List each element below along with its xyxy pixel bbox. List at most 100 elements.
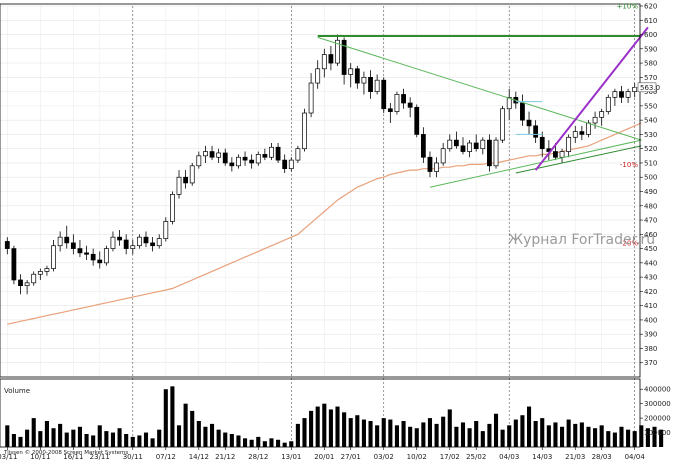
volume-bar (553, 422, 558, 447)
x-tick-label: 28/12 (248, 453, 268, 461)
candle (242, 151, 248, 166)
candle-body (586, 122, 591, 135)
volume-bar (104, 431, 109, 447)
candle (321, 48, 327, 78)
x-tick-label: 04/03 (499, 453, 519, 461)
candle (57, 231, 63, 252)
candle-body (51, 245, 56, 269)
volume-bar (64, 432, 69, 447)
x-tick-label: 17/02 (440, 453, 460, 461)
volume-bar (467, 428, 472, 447)
volume-bar (282, 442, 287, 447)
volume-bar (289, 441, 294, 447)
candle-body (189, 165, 195, 184)
candle-body (321, 54, 327, 70)
candle (605, 94, 611, 115)
volume-bar (480, 431, 485, 447)
candle (381, 77, 387, 114)
volume-bar (176, 425, 182, 447)
volume-bar (573, 423, 578, 447)
y-tick-label: 420 (644, 288, 657, 296)
volume-bar (460, 422, 466, 447)
candle-body (302, 112, 307, 150)
candle-body (473, 142, 479, 150)
volume-bar (639, 425, 644, 447)
candle-body (123, 239, 129, 249)
candle-body (222, 152, 228, 164)
candle (308, 73, 314, 118)
volume-bar (612, 432, 617, 447)
candle (328, 45, 334, 71)
candle (77, 240, 83, 258)
volume-bar (229, 434, 234, 447)
volume-bar (507, 425, 512, 447)
candle (493, 137, 499, 169)
volume-bar (44, 421, 49, 447)
candle-body (70, 242, 76, 249)
volume-bar (645, 428, 650, 447)
y-tick-label: 480 (644, 202, 657, 210)
candle-body (163, 221, 169, 239)
candle (295, 145, 301, 163)
price-panel-border (0, 3, 641, 378)
candle-body (374, 79, 380, 92)
candle (282, 154, 288, 173)
candle-body (599, 111, 605, 118)
candle-body (216, 152, 222, 158)
candle (354, 65, 360, 89)
candle-body (572, 131, 578, 138)
candle (539, 131, 545, 158)
candle-body (170, 194, 175, 222)
candle (434, 157, 439, 178)
x-tick-label: 03/11 (0, 453, 17, 461)
volume-bar (355, 415, 360, 447)
x-tick-label: 13/01 (281, 453, 301, 461)
volume-bar (414, 428, 419, 447)
y-tick-label: 440 (644, 259, 657, 267)
x-tick-label: 25/02 (466, 453, 486, 461)
candle (262, 148, 268, 161)
candle (533, 120, 539, 143)
y-tick-label: 610 (644, 17, 657, 25)
y-tick-label: 560 (644, 88, 657, 96)
candle-body (427, 156, 433, 172)
candle (566, 134, 572, 158)
candle-body (209, 151, 215, 158)
annotations: Журнал ForTrader.ru Volume Tijssen © 200… (3, 232, 655, 456)
y-tick-label: 430 (644, 274, 657, 282)
purple-trend-line (534, 26, 649, 171)
candle-body (308, 82, 314, 114)
volume-bar (394, 425, 399, 447)
volume-bar (401, 421, 406, 447)
volume-bar (408, 426, 413, 447)
y-tick-label: 530 (644, 131, 657, 139)
volume-bar (546, 425, 551, 447)
candle (480, 137, 486, 155)
candle (255, 151, 261, 166)
candle (335, 34, 340, 66)
volume-bar (84, 434, 89, 447)
volume-bar (249, 439, 254, 447)
trend-lines-layer (317, 26, 649, 188)
candle (123, 234, 129, 255)
volume-bar (513, 419, 518, 447)
candle-body (315, 68, 321, 84)
volume-bar (361, 419, 366, 447)
candle-body (566, 136, 572, 152)
volume-bar (150, 438, 155, 447)
volume-bar (77, 426, 82, 447)
candle-body (57, 236, 63, 247)
candle (387, 103, 393, 124)
candle-body (387, 108, 393, 112)
percent-label: +10% (617, 3, 639, 11)
candle (612, 88, 618, 106)
price-axis: 370 380 390 400 410 420 430 440 450 460 470 480 490 5… (0, 3, 660, 448)
volume-bar (163, 389, 168, 447)
volume-bar (533, 421, 538, 447)
candle (150, 237, 155, 252)
credit-text: Tijssen © 2000-2008 Screen Market System… (3, 449, 128, 456)
candle-body (269, 146, 274, 158)
candle-body (493, 139, 499, 167)
candle (183, 170, 189, 189)
volume-bar (295, 423, 300, 447)
